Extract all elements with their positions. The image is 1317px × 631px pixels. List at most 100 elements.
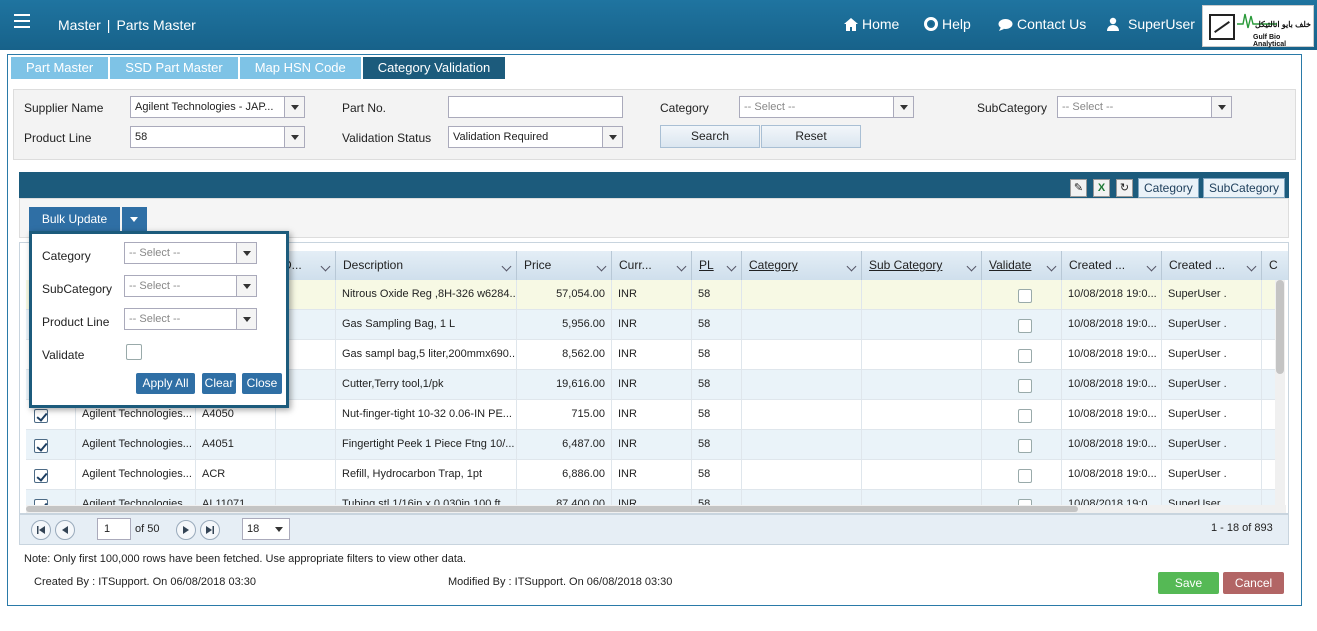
chevron-down-icon[interactable]	[677, 262, 687, 272]
scrollbar-thumb[interactable]	[1276, 280, 1284, 374]
row-select-checkbox[interactable]	[34, 439, 48, 453]
table-cell: 8,562.00	[517, 340, 612, 370]
chevron-down-icon[interactable]	[269, 519, 289, 539]
chevron-down-icon[interactable]	[321, 262, 331, 272]
chevron-down-icon[interactable]	[967, 262, 977, 272]
bulk-update-popup: Category -- Select -- SubCategory -- Sel…	[29, 231, 289, 408]
chevron-down-icon[interactable]	[236, 276, 256, 296]
popup-productline-select[interactable]: -- Select --	[124, 308, 257, 330]
table-cell	[26, 460, 76, 490]
page-number-input[interactable]: 1	[97, 518, 131, 540]
breadcrumb-root[interactable]: Master	[58, 17, 101, 33]
category-tab-button[interactable]: Category	[1138, 178, 1199, 198]
prev-page-icon[interactable]	[55, 520, 75, 540]
table-cell: 10/08/2018 19:0...	[1062, 460, 1162, 490]
bulk-update-button[interactable]: Bulk Update	[29, 207, 120, 231]
chevron-down-icon[interactable]	[1211, 97, 1231, 117]
bulk-update-dropdown-icon[interactable]	[122, 207, 147, 231]
save-button[interactable]: Save	[1158, 572, 1219, 594]
clear-button[interactable]: Clear	[202, 373, 236, 394]
productline-select[interactable]: 58	[130, 126, 305, 148]
column-header-created-on[interactable]: Created ...	[1062, 251, 1162, 280]
column-header-pl[interactable]: PL	[692, 251, 742, 280]
refresh-icon[interactable]: ↻	[1116, 179, 1133, 197]
table-cell	[742, 280, 862, 310]
chevron-down-icon[interactable]	[893, 97, 913, 117]
chevron-down-icon[interactable]	[602, 127, 622, 147]
validation-status-value: Validation Required	[453, 131, 548, 143]
partno-input[interactable]	[448, 96, 623, 118]
table-cell	[742, 430, 862, 460]
tab-part-master[interactable]: Part Master	[11, 57, 108, 79]
chevron-down-icon[interactable]	[284, 97, 304, 117]
subcategory-select[interactable]: -- Select --	[1057, 96, 1232, 118]
chevron-down-icon[interactable]	[727, 262, 737, 272]
validate-checkbox[interactable]	[1018, 469, 1032, 483]
subcategory-tab-button[interactable]: SubCategory	[1203, 178, 1285, 198]
column-header-validate[interactable]: Validate	[982, 251, 1062, 280]
chevron-down-icon[interactable]	[236, 309, 256, 329]
tab-ssd-part-master[interactable]: SSD Part Master	[110, 57, 238, 79]
nav-contact[interactable]: Contact Us	[998, 16, 1086, 32]
table-cell	[982, 430, 1062, 460]
next-page-icon[interactable]	[176, 520, 196, 540]
nav-home[interactable]: Home	[844, 16, 899, 32]
reset-button[interactable]: Reset	[761, 125, 861, 148]
hamburger-menu-icon[interactable]	[14, 14, 30, 28]
category-select[interactable]: -- Select --	[739, 96, 914, 118]
nav-user[interactable]: SuperUser	[1106, 16, 1195, 32]
excel-export-icon[interactable]: X	[1093, 179, 1110, 197]
column-header-subcategory[interactable]: Sub Category	[862, 251, 982, 280]
supplier-select[interactable]: Agilent Technologies - JAP...	[130, 96, 305, 118]
tab-map-hsn-code[interactable]: Map HSN Code	[240, 57, 361, 79]
row-select-checkbox[interactable]	[34, 409, 48, 423]
chevron-down-icon[interactable]	[597, 262, 607, 272]
chevron-down-icon[interactable]	[502, 262, 512, 272]
table-cell: 10/08/2018 19:0...	[1062, 430, 1162, 460]
search-button[interactable]: Search	[660, 125, 760, 148]
chevron-down-icon[interactable]	[1247, 262, 1257, 272]
last-page-icon[interactable]	[200, 520, 220, 540]
chevron-down-icon[interactable]	[236, 243, 256, 263]
scrollbar-thumb[interactable]	[26, 506, 1078, 512]
table-row[interactable]: Agilent Technologies... ACR Refill, Hydroc…	[26, 460, 1282, 490]
validate-checkbox[interactable]	[1018, 409, 1032, 423]
popup-subcategory-select[interactable]: -- Select --	[124, 275, 257, 297]
chevron-down-icon[interactable]	[284, 127, 304, 147]
vertical-scrollbar[interactable]	[1275, 280, 1285, 508]
column-header-currency[interactable]: Curr...	[612, 251, 692, 280]
chevron-down-icon[interactable]	[1047, 262, 1057, 272]
first-page-icon[interactable]	[31, 520, 51, 540]
validate-checkbox[interactable]	[1018, 439, 1032, 453]
row-select-checkbox[interactable]	[34, 469, 48, 483]
chevron-down-icon[interactable]	[1147, 262, 1157, 272]
table-cell	[862, 310, 982, 340]
popup-validate-checkbox[interactable]	[126, 344, 142, 360]
apply-all-button[interactable]: Apply All	[136, 373, 195, 394]
column-header-description[interactable]: Description	[336, 251, 517, 280]
chevron-down-icon[interactable]	[847, 262, 857, 272]
table-cell	[862, 430, 982, 460]
tab-category-validation[interactable]: Category Validation	[363, 57, 506, 79]
edit-icon[interactable]: ✎	[1070, 179, 1087, 197]
table-cell	[982, 280, 1062, 310]
table-cell: INR	[612, 340, 692, 370]
column-header-extra[interactable]: C	[1262, 251, 1289, 280]
close-button[interactable]: Close	[242, 373, 282, 394]
validate-checkbox[interactable]	[1018, 289, 1032, 303]
validation-status-select[interactable]: Validation Required	[448, 126, 623, 148]
popup-category-select[interactable]: -- Select --	[124, 242, 257, 264]
column-header-category[interactable]: Category	[742, 251, 862, 280]
column-header-price[interactable]: Price	[517, 251, 612, 280]
nav-help[interactable]: Help	[924, 16, 971, 32]
cancel-button[interactable]: Cancel	[1223, 572, 1284, 594]
table-cell: 58	[692, 400, 742, 430]
partno-label: Part No.	[342, 101, 386, 115]
validate-checkbox[interactable]	[1018, 319, 1032, 333]
validate-checkbox[interactable]	[1018, 349, 1032, 363]
horizontal-scrollbar[interactable]	[26, 505, 1286, 513]
column-header-created-by[interactable]: Created ...	[1162, 251, 1262, 280]
validate-checkbox[interactable]	[1018, 379, 1032, 393]
table-row[interactable]: Agilent Technologies... A4051 Fingertight …	[26, 430, 1282, 460]
page-size-select[interactable]: 18	[242, 518, 290, 540]
